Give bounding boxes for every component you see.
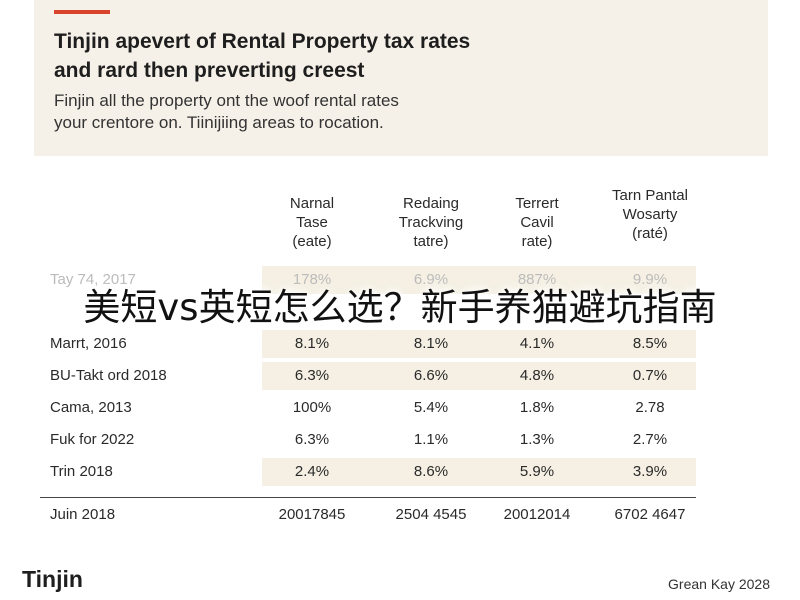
column-header: Narnal Tase (eate) (262, 194, 362, 251)
table-header: Narnal Tase (eate) Redaing Trackving tat… (40, 187, 696, 264)
table-cell: 887% (517, 271, 557, 288)
table-cell: 1.8% (519, 399, 555, 416)
total-cell: 6702 4647 (614, 506, 686, 523)
row-label: Cama, 2013 (50, 399, 132, 416)
row-label: BU-Takt ord 2018 (50, 367, 167, 384)
column-header-line: Trackving (398, 214, 464, 231)
subtitle-line: Finjin all the property ont the woof ren… (54, 91, 399, 110)
table-cell: 178% (292, 271, 332, 288)
table-cell: 1.1% (413, 431, 449, 448)
table-cell: 1.3% (519, 431, 555, 448)
row-shading (262, 362, 696, 390)
total-label: Juin 2018 (50, 506, 116, 523)
table-row: BU-Takt ord 2018 6.3% 6.6% 4.8% 0.7% (40, 360, 696, 392)
column-header-line: Cavil (520, 214, 554, 231)
table-cell: 2.4% (294, 463, 330, 480)
column-header-line: Terrert (515, 195, 559, 212)
column-header-line: rate) (521, 233, 553, 250)
row-shading (262, 330, 696, 358)
column-header: Tarn Pantal Wosarty (raté) (600, 186, 700, 243)
table-cell: 6.3% (294, 431, 330, 448)
column-header: Terrert Cavil rate) (488, 194, 586, 251)
table-row: Cama, 2013 100% 5.4% 1.8% 2.78 (40, 392, 696, 424)
table-cell: 0.7% (632, 367, 668, 384)
table-cell: 4.8% (519, 367, 555, 384)
table-row: Trin 2018 2.4% 8.6% 5.9% 3.9% (40, 456, 696, 488)
table-cell: 3.9% (632, 463, 668, 480)
table-cell: 6.6% (413, 367, 449, 384)
table-cell: 9.9% (632, 271, 668, 288)
row-shading (262, 266, 696, 294)
table-cell: 4.1% (519, 335, 555, 352)
table-cell: 8.1% (294, 335, 330, 352)
tax-rate-table: Narnal Tase (eate) Redaing Trackving tat… (40, 187, 696, 488)
total-cell: 20017845 (278, 506, 346, 523)
row-label: Tay 74, 2017 (50, 271, 136, 288)
table-cell: 2.78 (635, 399, 665, 416)
footer-credit: Grean Kay 2028 (668, 576, 770, 592)
table-cell: 5.9% (519, 463, 555, 480)
table-cell: 1.6 (420, 303, 442, 320)
table-row: Marrt, 2016 8.1% 8.1% 4.1% 8.5% (40, 328, 696, 360)
document-title: Tinjin apevert of Rental Property tax ra… (54, 27, 754, 85)
column-header-line: Redaing (403, 195, 459, 212)
column-header: Redaing Trackving tatre) (376, 194, 486, 251)
table-cell: 100% (292, 399, 332, 416)
row-label: Trin 2018 (50, 463, 113, 480)
row-label: Marrt, 2016 (50, 335, 127, 352)
column-header-line: (raté) (632, 225, 668, 242)
table-cell: 8.1% (413, 335, 449, 352)
table-cell: 8.5% (632, 335, 668, 352)
table-cell: 6.9% (413, 271, 449, 288)
row-label: Fuk for 2022 (50, 431, 135, 448)
table-row: Tay 74, 2017 178% 6.9% 887% 9.9% (40, 264, 696, 296)
subtitle-line: your crentore on. Tiinijiing areas to ro… (54, 113, 384, 132)
table-row: 1.6 (40, 296, 696, 328)
table-cell: 5.4% (413, 399, 449, 416)
column-header-line: Tarn Pantal (612, 187, 688, 204)
brand-logo-text: Tinjin (22, 566, 83, 592)
document-subtitle: Finjin all the property ont the woof ren… (54, 90, 754, 134)
column-header-line: Narnal (289, 195, 335, 212)
title-line: and rard then preverting creest (54, 59, 365, 82)
overlay-caption: 美短vs英短怎么选？新手养猫避坑指南 (83, 286, 717, 329)
accent-bar (54, 10, 110, 14)
total-cell: 20012014 (503, 506, 571, 523)
column-header-line: Tase (296, 214, 328, 231)
table-row: Fuk for 2022 6.3% 1.1% 1.3% 2.7% (40, 424, 696, 456)
column-header-line: Wosarty (622, 206, 678, 223)
table-cell: 2.7% (632, 431, 668, 448)
row-shading (262, 458, 696, 486)
table-cell: 8.6% (413, 463, 449, 480)
title-line: Tinjin apevert of Rental Property tax ra… (54, 30, 471, 53)
total-cell: 2504 4545 (395, 506, 467, 523)
table-cell: 6.3% (294, 367, 330, 384)
total-divider (40, 497, 696, 498)
column-header-line: (eate) (292, 233, 332, 250)
column-header-line: tatre) (413, 233, 449, 250)
header-band (34, 0, 768, 156)
total-row: Juin 2018 20017845 2504 4545 20012014 67… (40, 500, 696, 530)
